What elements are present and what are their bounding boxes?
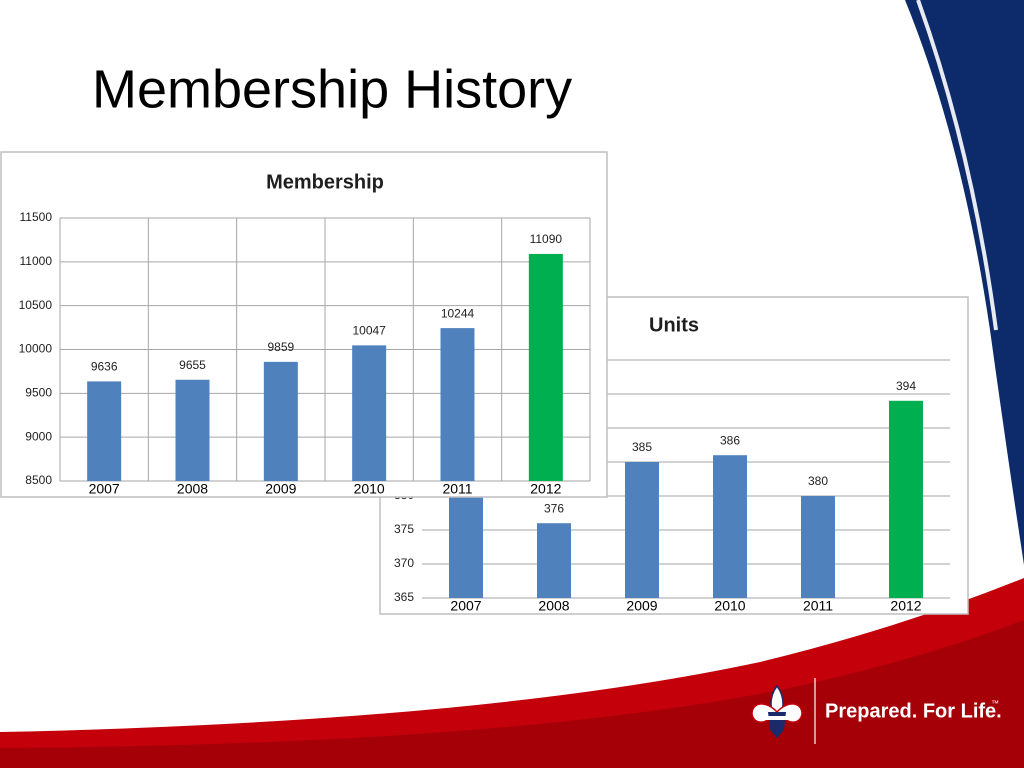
- y-tick-label: 10000: [19, 342, 53, 356]
- x-tick-label: 2008: [177, 481, 208, 497]
- bar: [449, 482, 483, 598]
- y-tick-label: 8500: [25, 473, 52, 487]
- logo: [751, 684, 803, 738]
- y-tick-label: 370: [394, 556, 414, 570]
- data-label: 394: [896, 379, 916, 393]
- data-label: 386: [720, 433, 740, 447]
- blue-band: [905, 0, 1024, 565]
- chart: Membership 8500 9000 9500 10000 10500 11000 115…: [0, 151, 608, 498]
- chart-title: Units: [649, 314, 699, 336]
- x-tick-label: 2008: [538, 598, 569, 614]
- bar: [528, 253, 563, 481]
- y-tick-label: 9000: [25, 429, 52, 443]
- trademark: ™: [991, 699, 999, 708]
- data-label: 380: [808, 474, 828, 488]
- y-tick-label: 9500: [25, 386, 52, 400]
- x-tick-label: 2010: [354, 481, 385, 497]
- bar: [87, 381, 122, 481]
- band-highlight: [916, 0, 998, 331]
- bar: [713, 455, 747, 598]
- slide-title: Membership History: [92, 59, 572, 119]
- x-tick-label: 2009: [265, 481, 296, 497]
- x-tick-label: 2011: [442, 481, 472, 497]
- charts: Units36537037538038539039540038220073762…: [0, 151, 969, 615]
- data-label: 376: [544, 501, 564, 515]
- chart-title: Membership: [266, 171, 384, 193]
- bar: [625, 462, 659, 598]
- y-tick-label: 365: [394, 590, 414, 604]
- y-tick-label: 375: [394, 522, 414, 536]
- y-tick-label: 11500: [20, 210, 53, 224]
- bar: [175, 379, 210, 481]
- x-tick-label: 2010: [714, 598, 745, 614]
- bar: [263, 361, 298, 481]
- y-tick-label: 10500: [19, 298, 53, 312]
- bar: [801, 496, 835, 598]
- data-label: 10244: [441, 306, 475, 320]
- red-band-shade: [0, 620, 1024, 768]
- bar: [889, 400, 923, 598]
- data-label: 9859: [267, 340, 294, 354]
- x-tick-label: 2009: [626, 598, 657, 614]
- bar: [537, 523, 571, 598]
- x-tick-label: 2012: [530, 481, 561, 497]
- bar: [440, 328, 475, 481]
- x-tick-label: 2007: [450, 598, 481, 614]
- data-label: 385: [632, 440, 652, 454]
- data-label: 9655: [179, 358, 206, 372]
- data-label: 9636: [91, 360, 118, 374]
- x-tick-label: 2007: [89, 481, 120, 497]
- data-label: 10047: [352, 324, 386, 338]
- x-tick-label: 2011: [803, 598, 833, 614]
- bar: [352, 345, 387, 481]
- y-tick-label: 11000: [20, 254, 53, 268]
- tagline: Prepared. For Life.: [825, 700, 1002, 722]
- data-label: 11090: [530, 232, 563, 246]
- x-tick-label: 2012: [890, 598, 921, 614]
